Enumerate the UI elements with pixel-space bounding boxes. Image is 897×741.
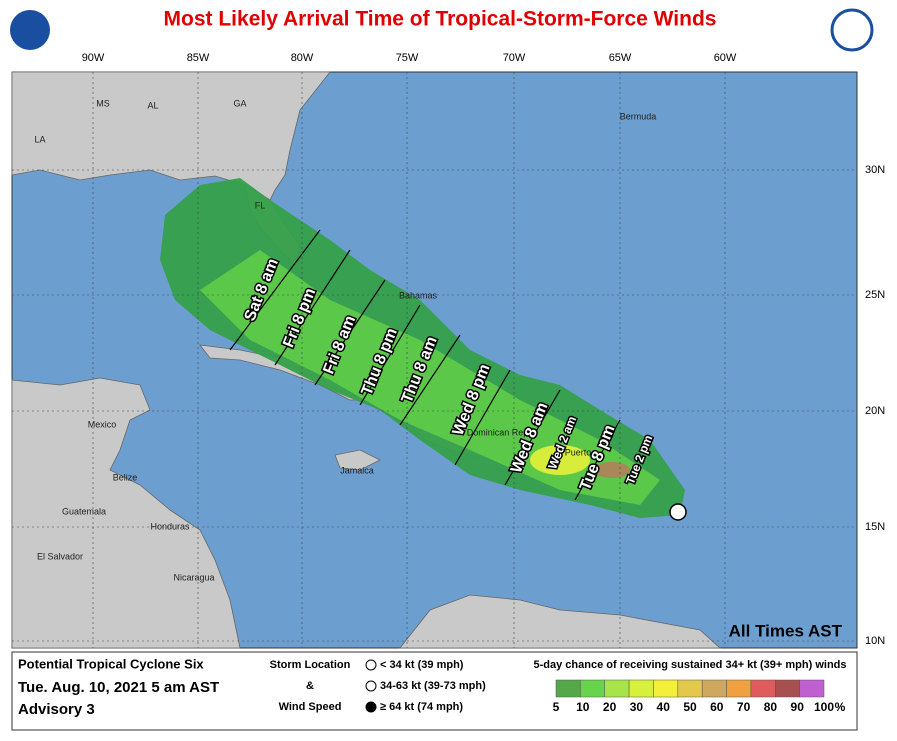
symbol-label: < 34 kt (39 mph) xyxy=(380,659,464,671)
place-label: Jamaica xyxy=(340,465,374,475)
place-label: Dominican Repu xyxy=(467,427,534,437)
storm-location-label: Storm Location xyxy=(270,659,351,671)
place-label: Bahamas xyxy=(399,290,438,300)
noaa-logo xyxy=(10,10,50,50)
advisory: Advisory 3 xyxy=(18,701,95,718)
scale-label: 5 xyxy=(553,700,560,714)
place-label: Nicaragua xyxy=(173,572,214,582)
lat-label: 30N xyxy=(865,164,885,176)
scale-label: 50 xyxy=(683,700,697,714)
lat-label: 25N xyxy=(865,289,885,301)
lat-label: 20N xyxy=(865,405,885,417)
scale-label: 40 xyxy=(657,700,671,714)
scale-cell xyxy=(701,679,727,698)
lon-label: 65W xyxy=(609,52,632,64)
wind-speed-label: Wind Speed xyxy=(279,701,342,713)
scale-cell xyxy=(775,679,800,698)
lat-label: 10N xyxy=(865,635,885,647)
cone-peak xyxy=(594,462,630,478)
place-label: Guatemala xyxy=(62,506,106,516)
scale-cell xyxy=(677,679,703,698)
nws-logo xyxy=(830,8,874,52)
cone-inner xyxy=(200,250,660,505)
place-label: Mexico xyxy=(88,419,117,429)
place-label: FL xyxy=(255,200,266,210)
place-label: El Salvador xyxy=(37,551,83,561)
scale-unit: % xyxy=(835,700,846,714)
scale-cell xyxy=(604,679,630,698)
symbol xyxy=(365,701,377,713)
legend: Potential Tropical Cyclone Six Tue. Aug.… xyxy=(18,656,847,718)
scale-cell xyxy=(628,679,654,698)
storm-location xyxy=(669,503,687,521)
place-label: MS xyxy=(96,98,110,108)
lon-label: 85W xyxy=(187,52,210,64)
scale-label: 80 xyxy=(764,700,778,714)
lon-label: 60W xyxy=(714,52,737,64)
symbol xyxy=(365,659,377,671)
scale-cell xyxy=(726,679,752,698)
scale-label: 30 xyxy=(630,700,644,714)
lat-label: 15N xyxy=(865,521,885,533)
place-label: Belize xyxy=(113,472,138,482)
times-note: All Times AST xyxy=(729,621,843,640)
lon-label: 80W xyxy=(291,52,314,64)
scale-label: 10 xyxy=(576,700,590,714)
place-label: Bermuda xyxy=(620,111,657,121)
lon-label: 70W xyxy=(503,52,526,64)
scale-cell xyxy=(799,679,825,698)
scale-cell xyxy=(555,679,581,698)
cone-high xyxy=(530,445,590,475)
scale-label: 100 xyxy=(814,700,834,714)
lon-label: 90W xyxy=(82,52,105,64)
scale-label: 90 xyxy=(791,700,805,714)
symbol xyxy=(365,680,377,692)
place-label: Honduras xyxy=(150,521,190,531)
scale-cell xyxy=(750,679,776,698)
symbol-label: 34-63 kt (39-73 mph) xyxy=(380,680,486,692)
date: Tue. Aug. 10, 2021 5 am AST xyxy=(18,679,219,696)
place-label: GA xyxy=(233,98,246,108)
lon-label: 75W xyxy=(396,52,419,64)
place-label: AL xyxy=(147,100,158,110)
scale-label: 70 xyxy=(737,700,751,714)
place-label: LA xyxy=(34,134,45,144)
symbol-label: ≥ 64 kt (74 mph) xyxy=(380,701,463,713)
place-label: Puerto xyxy=(565,447,592,457)
scale-title: 5-day chance of receiving sustained 34+ … xyxy=(534,659,847,671)
scale-cell xyxy=(653,679,679,698)
time-lines xyxy=(229,229,621,501)
storm-name: Potential Tropical Cyclone Six xyxy=(18,656,204,671)
scale-label: 60 xyxy=(710,700,724,714)
scale-cell xyxy=(580,679,605,698)
amp: & xyxy=(306,680,314,692)
title: Most Likely Arrival Time of Tropical-Sto… xyxy=(164,8,717,31)
scale-label: 20 xyxy=(603,700,617,714)
